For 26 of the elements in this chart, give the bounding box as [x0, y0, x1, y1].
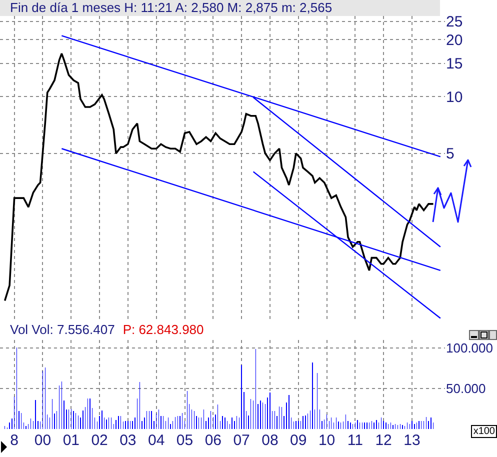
x-tick-label: 01	[62, 432, 80, 449]
x-tick-label: 06	[204, 432, 222, 449]
x-tick-label: 09	[290, 432, 307, 449]
x-tick-label: 8	[10, 432, 18, 449]
x-tick-label: 02	[91, 432, 108, 449]
x-tick-label: 07	[233, 432, 250, 449]
x-tick-label: 12	[375, 432, 392, 449]
y-tick-label: 5	[446, 146, 454, 163]
chart-subtitle: P: 62.843.980	[122, 322, 204, 337]
x-tick-label: 04	[148, 432, 165, 449]
x-tick-label: 00	[34, 432, 52, 449]
x-tick-label: 10	[318, 432, 336, 449]
x-tick-label: 11	[347, 432, 363, 449]
chart-title: Vol Vol: 7.556.407	[10, 322, 115, 337]
x-tick-label: 13	[404, 432, 420, 449]
text: x100	[471, 425, 497, 438]
x-tick-label: 05	[176, 432, 194, 449]
y-tick-label: 10	[446, 88, 463, 106]
y-tick-label: 20	[446, 32, 463, 49]
x-tick-label: 08	[262, 432, 278, 449]
chart-title: Fin de día 1 meses H: 11:21 A: 2,580 M: 2,875 m: 2,565	[10, 0, 332, 15]
y-tick-label: 25	[446, 14, 463, 31]
y-tick-label: 15	[446, 56, 463, 73]
y-tick-label: 100.000	[446, 340, 493, 356]
y-tick-label: 50.000	[446, 381, 486, 396]
x-tick-label: 03	[120, 432, 136, 449]
